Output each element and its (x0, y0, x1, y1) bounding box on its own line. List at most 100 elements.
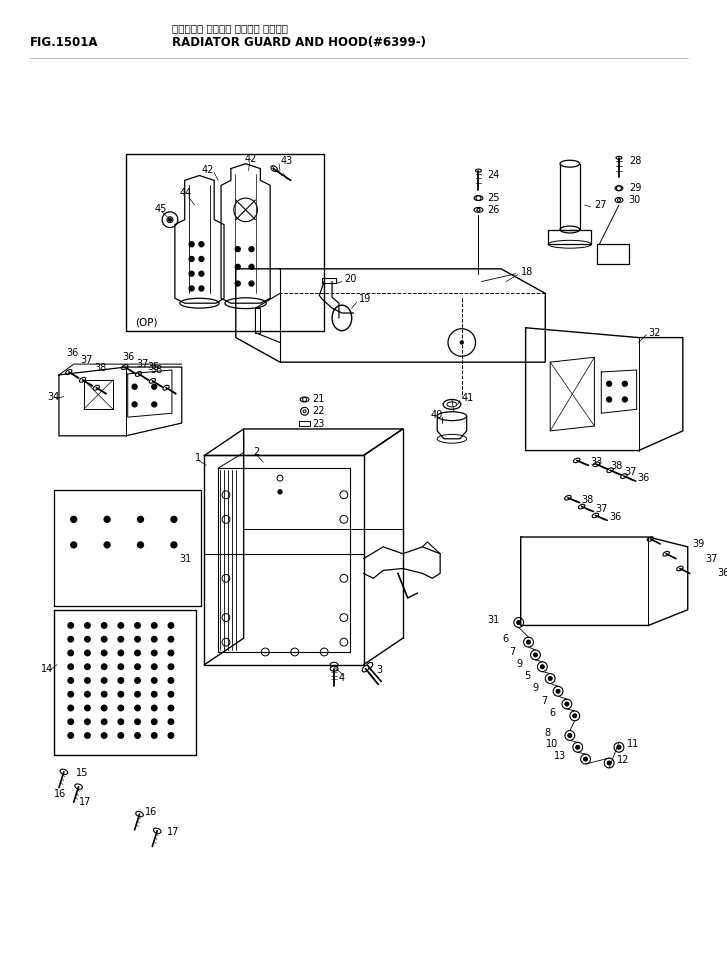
Circle shape (249, 247, 254, 252)
Circle shape (118, 705, 124, 711)
Circle shape (104, 542, 110, 548)
Ellipse shape (615, 198, 623, 203)
Circle shape (68, 622, 73, 628)
Text: 3: 3 (377, 665, 382, 675)
Text: 42: 42 (201, 165, 214, 175)
Circle shape (68, 705, 73, 711)
Text: FIG.1501A: FIG.1501A (30, 37, 98, 49)
Text: 7: 7 (510, 647, 515, 657)
Text: 35: 35 (148, 362, 160, 372)
Circle shape (118, 719, 124, 725)
Text: 36: 36 (609, 512, 622, 522)
Circle shape (71, 542, 76, 548)
Circle shape (84, 705, 90, 711)
Circle shape (68, 650, 73, 655)
Circle shape (527, 641, 530, 644)
Circle shape (151, 732, 157, 738)
Ellipse shape (163, 385, 169, 390)
Circle shape (171, 542, 177, 548)
Text: (OP): (OP) (135, 317, 158, 328)
Text: 28: 28 (629, 155, 641, 166)
Circle shape (541, 665, 544, 668)
Circle shape (460, 341, 463, 344)
Circle shape (137, 516, 143, 522)
Circle shape (101, 732, 107, 738)
Text: 26: 26 (487, 205, 499, 215)
Circle shape (199, 286, 204, 290)
Circle shape (134, 677, 140, 683)
Circle shape (101, 637, 107, 642)
Ellipse shape (366, 662, 373, 669)
Circle shape (68, 732, 73, 738)
Text: 17: 17 (79, 797, 91, 808)
Text: 36: 36 (718, 568, 727, 578)
Circle shape (134, 732, 140, 738)
Text: 37: 37 (705, 554, 718, 564)
Circle shape (236, 264, 240, 269)
Text: 41: 41 (462, 394, 474, 403)
Circle shape (118, 650, 124, 655)
Circle shape (168, 622, 174, 628)
Text: 17: 17 (167, 827, 180, 837)
Circle shape (101, 664, 107, 670)
Circle shape (104, 516, 110, 522)
Ellipse shape (79, 377, 86, 382)
Circle shape (151, 622, 157, 628)
Circle shape (84, 719, 90, 725)
Ellipse shape (65, 370, 72, 374)
Ellipse shape (136, 812, 143, 816)
Ellipse shape (615, 186, 623, 191)
Circle shape (71, 516, 76, 522)
Circle shape (278, 490, 282, 494)
Circle shape (101, 705, 107, 711)
Circle shape (101, 677, 107, 683)
Ellipse shape (474, 207, 483, 212)
Circle shape (84, 732, 90, 738)
Text: 34: 34 (47, 392, 60, 401)
Text: 30: 30 (629, 195, 641, 205)
Text: 38: 38 (95, 363, 107, 373)
Text: RADIATOR GUARD AND HOOD(#6399-): RADIATOR GUARD AND HOOD(#6399-) (172, 37, 426, 49)
Text: 37: 37 (595, 504, 608, 513)
Circle shape (134, 705, 140, 711)
Ellipse shape (616, 156, 622, 159)
Circle shape (152, 402, 157, 407)
Text: 13: 13 (554, 751, 566, 761)
Circle shape (68, 637, 73, 642)
Circle shape (134, 650, 140, 655)
Circle shape (132, 402, 137, 407)
Ellipse shape (574, 458, 580, 462)
Circle shape (118, 692, 124, 697)
Circle shape (68, 719, 73, 725)
Text: 22: 22 (313, 406, 325, 416)
Ellipse shape (60, 769, 68, 775)
Ellipse shape (565, 495, 571, 500)
Text: 6: 6 (503, 634, 509, 645)
Text: 6: 6 (549, 708, 555, 718)
Circle shape (118, 677, 124, 683)
Circle shape (68, 692, 73, 697)
Circle shape (169, 218, 172, 221)
Circle shape (622, 397, 627, 402)
Circle shape (168, 677, 174, 683)
Ellipse shape (593, 462, 600, 467)
Circle shape (168, 705, 174, 711)
Circle shape (151, 677, 157, 683)
Text: 10: 10 (546, 739, 558, 750)
Circle shape (249, 281, 254, 286)
Text: 38: 38 (610, 461, 622, 471)
Ellipse shape (663, 551, 670, 556)
Circle shape (68, 664, 73, 670)
Text: 2: 2 (254, 447, 260, 456)
Ellipse shape (621, 474, 627, 479)
Circle shape (84, 664, 90, 670)
Text: 32: 32 (648, 328, 661, 338)
Circle shape (101, 650, 107, 655)
Circle shape (84, 650, 90, 655)
Circle shape (584, 758, 587, 760)
Ellipse shape (271, 166, 277, 172)
Text: 36: 36 (638, 473, 650, 483)
Circle shape (84, 677, 90, 683)
Text: 15: 15 (76, 768, 88, 778)
Circle shape (249, 264, 254, 269)
